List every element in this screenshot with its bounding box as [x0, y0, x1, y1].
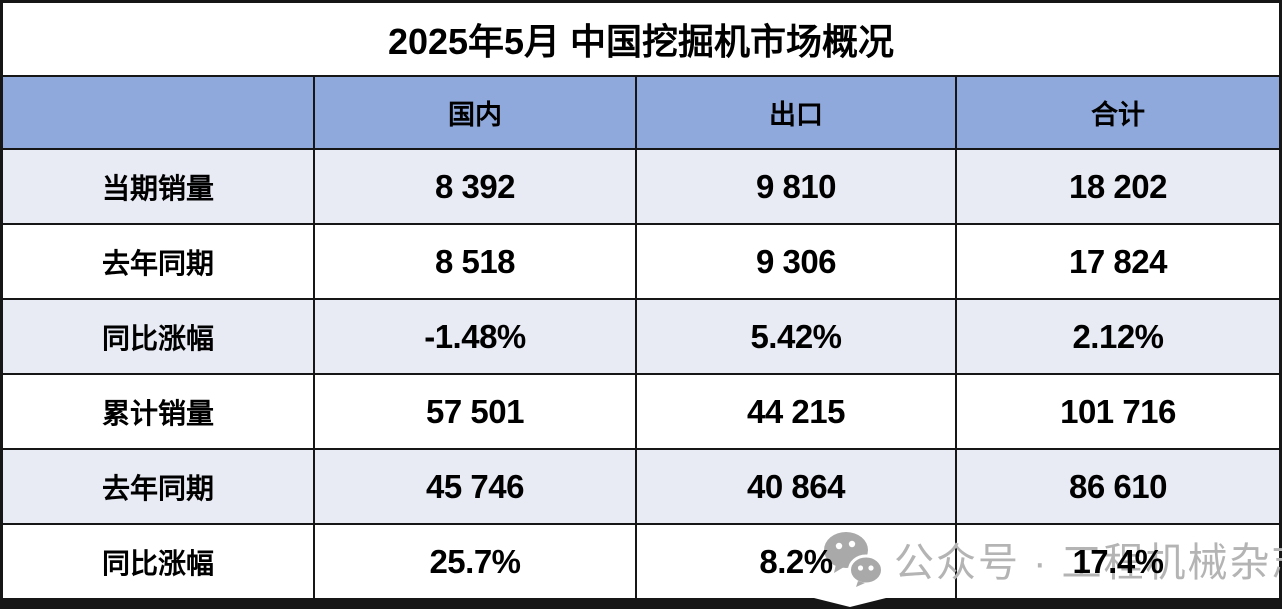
cell-value: 101 716	[1060, 392, 1176, 430]
row-label: 累计销量	[3, 375, 315, 448]
col-header-domestic-label: 国内	[448, 100, 502, 130]
row-label: 同比涨幅	[3, 300, 315, 373]
cell-value: 8 392	[315, 150, 637, 223]
cell-value: 17 824	[1069, 242, 1167, 280]
row-label: 同比涨幅	[3, 525, 315, 598]
col-header-export: 出口	[637, 77, 957, 148]
cell-value: 8.2%	[637, 525, 957, 598]
cell-value: 8 518	[315, 225, 637, 298]
table-row-yoy-change-month: 同比涨幅 -1.48% 5.42% 2.12%	[3, 300, 1279, 375]
bottom-notch-triangle	[806, 596, 894, 607]
table-row-yoy-change-cumulative: 同比涨幅 25.7% 8.2% 17.4%	[3, 525, 1279, 598]
table-title-row: 2025年5月 中国挖掘机市场概况	[3, 3, 1279, 77]
col-header-empty	[3, 77, 315, 148]
cell-value: 17.4%	[1072, 542, 1164, 580]
cell-value: 57 501	[315, 375, 637, 448]
cell-value: 86 610	[1069, 467, 1167, 505]
row-label: 当期销量	[3, 150, 315, 223]
cell-value: 9 810	[637, 150, 957, 223]
col-header-domestic: 国内	[315, 77, 637, 148]
col-header-total-label: 合计	[1091, 100, 1145, 130]
cell-value: -1.48%	[315, 300, 637, 373]
cell-value: 45 746	[315, 450, 637, 523]
cell-value: 40 864	[637, 450, 957, 523]
table-row-cumulative-sales: 累计销量 57 501 44 215 101 716	[3, 375, 1279, 450]
table-header-row: 国内 出口 合计	[3, 77, 1279, 150]
row-label: 去年同期	[3, 450, 315, 523]
row-label: 去年同期	[3, 225, 315, 298]
cell-value: 5.42%	[637, 300, 957, 373]
table-row-last-year-cumulative: 去年同期 45 746 40 864 86 610	[3, 450, 1279, 525]
page-title: 2025年5月 中国挖掘机市场概况	[387, 21, 895, 62]
cell-value: 18 202	[1069, 167, 1167, 205]
col-header-export-label: 出口	[769, 100, 823, 130]
table-row-current-sales: 当期销量 8 392 9 810 18 202	[3, 150, 1279, 225]
cell-value: 44 215	[637, 375, 957, 448]
cell-value: 25.7%	[315, 525, 637, 598]
cell-value: 2.12%	[1072, 317, 1164, 355]
cell-value: 9 306	[637, 225, 957, 298]
col-header-total: 合计	[957, 77, 1279, 148]
table-row-last-year-same-period: 去年同期 8 518 9 306 17 824	[3, 225, 1279, 300]
